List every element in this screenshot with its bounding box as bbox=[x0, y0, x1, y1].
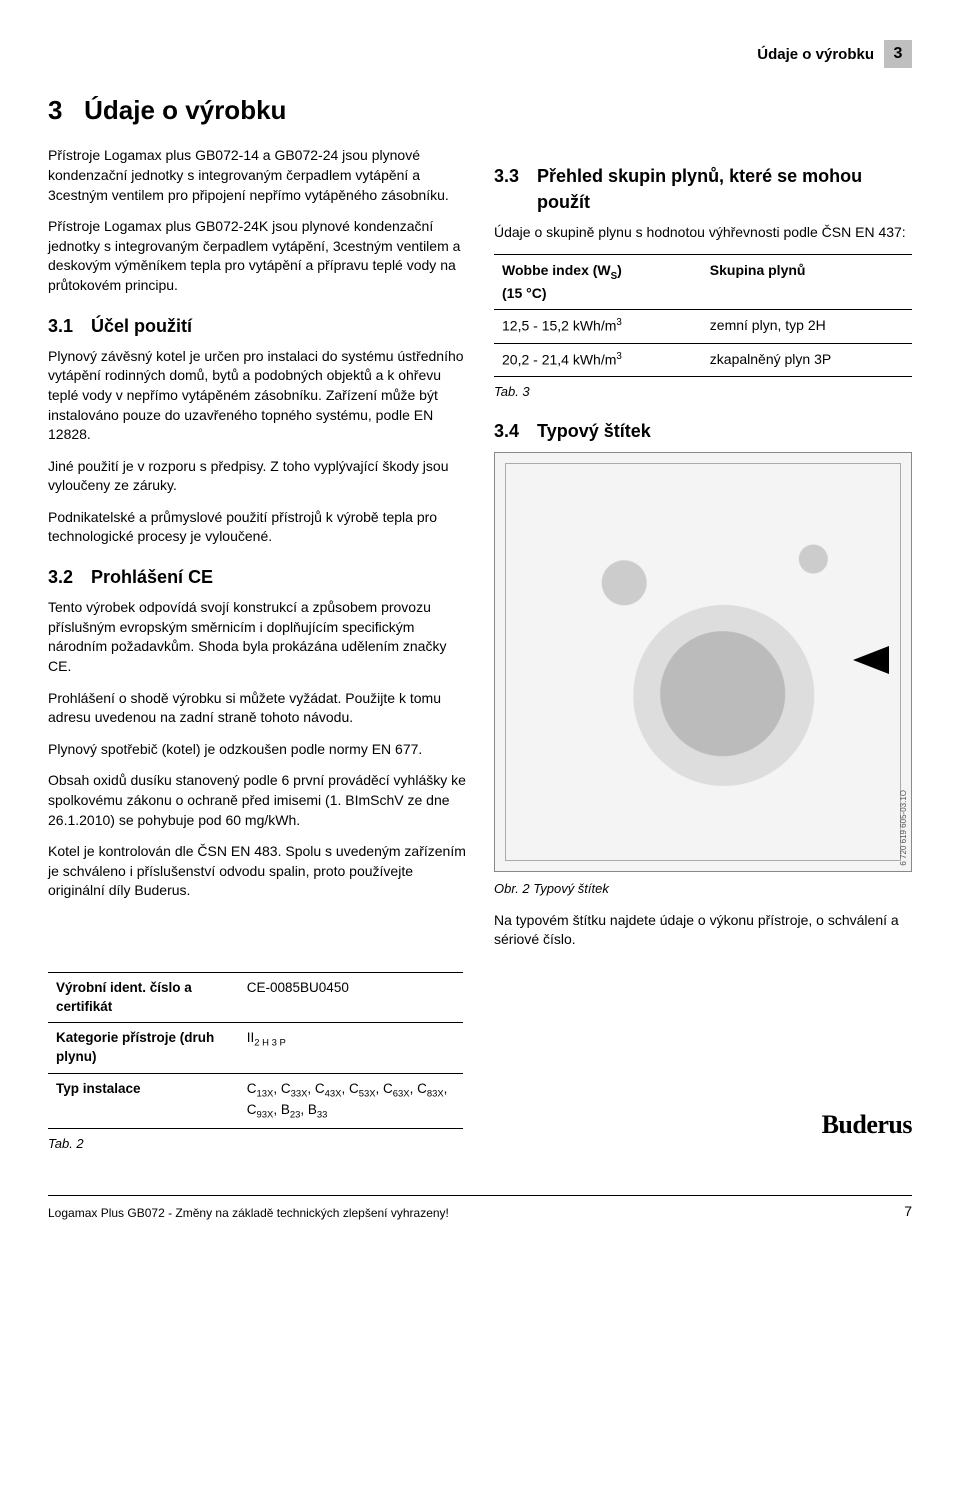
heading-3-2: 3.2 Prohlášení CE bbox=[48, 565, 466, 590]
heading-3-1: 3.1 Účel použití bbox=[48, 314, 466, 339]
brand-logo: Buderus bbox=[822, 1107, 912, 1143]
tab3-r2c1: 20,2 - 21,4 kWh/m3 bbox=[494, 343, 702, 376]
figure-2-caption: Obr. 2 Typový štítek bbox=[494, 880, 912, 898]
s31-p1: Plynový závěsný kotel je určen pro insta… bbox=[48, 347, 466, 445]
s32-p3: Plynový spotřebič (kotel) je odzkoušen p… bbox=[48, 740, 466, 760]
heading-3-3-text: Přehled skupin plynů, které se mohou pou… bbox=[537, 164, 912, 214]
s32-p1: Tento výrobek odpovídá svojí konstrukcí … bbox=[48, 598, 466, 676]
table-2: Výrobní ident. číslo a certifikát CE-008… bbox=[48, 972, 463, 1129]
title-text: Údaje o výrobku bbox=[84, 95, 286, 125]
tab3-h2: Skupina plynů bbox=[702, 255, 912, 310]
tab2-r1-value: CE-0085BU0450 bbox=[239, 972, 463, 1023]
intro-p2: Přístroje Logamax plus GB072-24K jsou pl… bbox=[48, 217, 466, 295]
left-column: Přístroje Logamax plus GB072-14 a GB072-… bbox=[48, 146, 466, 961]
table-row: Typ instalace C13X, C33X, C43X, C53X, C6… bbox=[48, 1074, 463, 1129]
tab3-h1: Wobbe index (WS)(15 °C) bbox=[494, 255, 702, 310]
figure-drawing-id: 6 720 619 605-03.1O bbox=[898, 790, 909, 866]
tab2-r3-value: C13X, C33X, C43X, C53X, C63X, C83X, C93X… bbox=[239, 1074, 463, 1129]
right-column: 3.3 Přehled skupin plynů, které se mohou… bbox=[494, 146, 912, 961]
tab2-r3-label: Typ instalace bbox=[48, 1074, 239, 1129]
heading-3-2-text: Prohlášení CE bbox=[91, 565, 213, 590]
figure-2: 6 720 619 605-03.1O bbox=[494, 452, 912, 872]
s31-p2: Jiné použití je v rozporu s předpisy. Z … bbox=[48, 457, 466, 496]
tab2-r1-label: Výrobní ident. číslo a certifikát bbox=[48, 972, 239, 1023]
heading-3-4: 3.4 Typový štítek bbox=[494, 419, 912, 444]
s32-p2: Prohlášení o shodě výrobku si můžete vyž… bbox=[48, 689, 466, 728]
tab3-r1c1: 12,5 - 15,2 kWh/m3 bbox=[494, 310, 702, 343]
page-footer: Logamax Plus GB072 - Změny na základě te… bbox=[48, 1195, 912, 1222]
s31-p3: Podnikatelské a průmyslové použití příst… bbox=[48, 508, 466, 547]
s32-p4: Obsah oxidů dusíku stanovený podle 6 prv… bbox=[48, 771, 466, 830]
heading-3-2-num: 3.2 bbox=[48, 565, 73, 590]
heading-3-4-text: Typový štítek bbox=[537, 419, 651, 444]
tab3-caption: Tab. 3 bbox=[494, 383, 912, 401]
table-row: 20,2 - 21,4 kWh/m3 zkapalněný plyn 3P bbox=[494, 343, 912, 376]
arrow-icon bbox=[853, 646, 889, 674]
tab3-r2c2: zkapalněný plyn 3P bbox=[702, 343, 912, 376]
page-title: 3 Údaje o výrobku bbox=[48, 92, 912, 128]
footer-text: Logamax Plus GB072 - Změny na základě te… bbox=[48, 1205, 449, 1222]
heading-3-1-text: Účel použití bbox=[91, 314, 192, 339]
tab2-r2-value: II2 H 3 P bbox=[239, 1023, 463, 1074]
heading-3-3-num: 3.3 bbox=[494, 164, 519, 214]
s32-p5: Kotel je kontrolován dle ČSN EN 483. Spo… bbox=[48, 842, 466, 901]
s33-p1: Údaje o skupině plynu s hodnotou výhřevn… bbox=[494, 223, 912, 243]
title-num: 3 bbox=[48, 95, 62, 125]
tab2-caption: Tab. 2 bbox=[48, 1135, 463, 1153]
header-section-num: 3 bbox=[884, 40, 912, 68]
running-header: Údaje o výrobku 3 bbox=[48, 40, 912, 68]
tab2-r2-label: Kategorie přístroje (druh plynu) bbox=[48, 1023, 239, 1074]
table-row: Kategorie přístroje (druh plynu) II2 H 3… bbox=[48, 1023, 463, 1074]
tab3-r1c2: zemní plyn, typ 2H bbox=[702, 310, 912, 343]
table-row: 12,5 - 15,2 kWh/m3 zemní plyn, typ 2H bbox=[494, 310, 912, 343]
heading-3-4-num: 3.4 bbox=[494, 419, 519, 444]
table-row: Výrobní ident. číslo a certifikát CE-008… bbox=[48, 972, 463, 1023]
table-3: Wobbe index (WS)(15 °C) Skupina plynů 12… bbox=[494, 254, 912, 377]
header-section-title: Údaje o výrobku bbox=[757, 44, 874, 65]
heading-3-3: 3.3 Přehled skupin plynů, které se mohou… bbox=[494, 164, 912, 214]
s34-p1: Na typovém štítku najdete údaje o výkonu… bbox=[494, 911, 912, 950]
page-number: 7 bbox=[904, 1202, 912, 1222]
intro-p1: Přístroje Logamax plus GB072-14 a GB072-… bbox=[48, 146, 466, 205]
heading-3-1-num: 3.1 bbox=[48, 314, 73, 339]
